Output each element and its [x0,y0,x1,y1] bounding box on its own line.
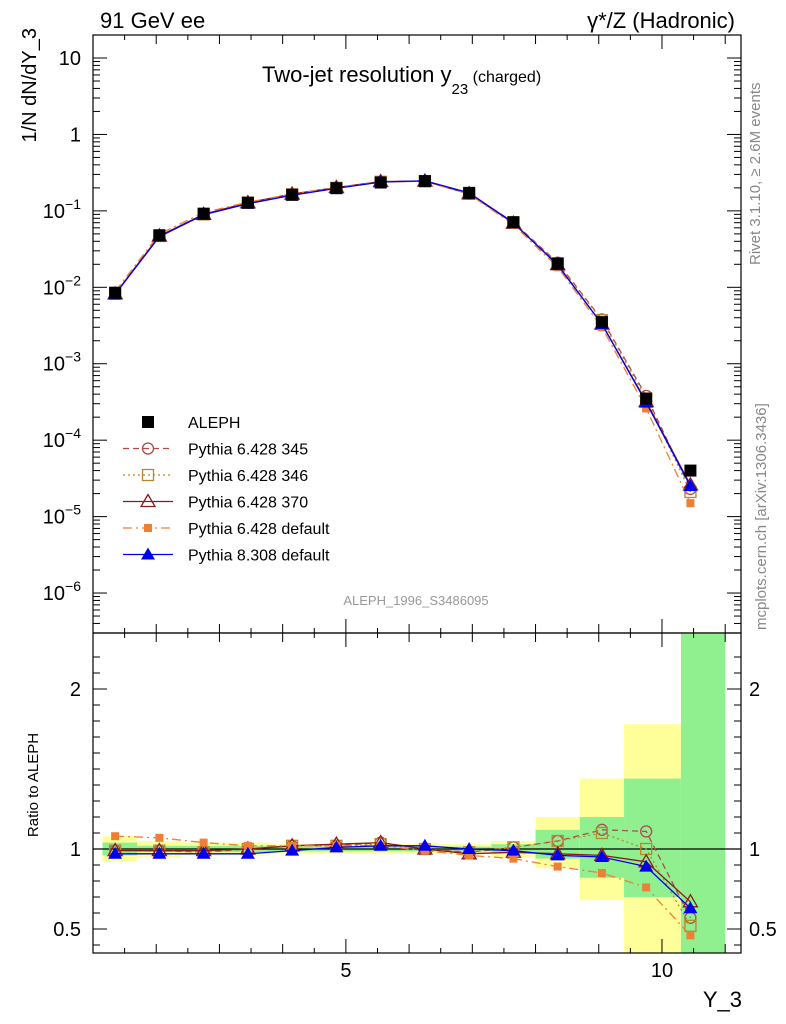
main-y-tick-label-1: 10−5 [43,502,81,529]
ratio-point-pdef-9 [509,854,518,863]
xlabel: Y_3 [703,987,742,1012]
main-point-aleph-5 [330,182,343,195]
main-point-aleph-11 [595,316,608,329]
ratio-point-p8-12 [639,859,654,872]
main-point-aleph-2 [197,207,210,220]
header-left-label: 91 GeV ee [100,8,205,33]
legend-label-pdef: Pythia 6.428 default [188,521,330,538]
ratio-point-p8-11 [594,850,609,862]
ratio-point-pdef-1 [155,833,164,842]
ratio-frame [92,632,742,954]
ratio-point-pdef-11 [597,869,606,877]
legend-marker-pdef [144,524,152,532]
ratio-point-p8-9 [506,843,521,856]
main-point-aleph-1 [153,229,166,242]
legend-label-p345: Pythia 6.428 345 [188,442,308,459]
main-y-tick-label-5: 10−1 [43,196,81,223]
header-right-label: γ*/Z (Hadronic) [587,8,735,33]
ratio-y-tick-label-right-2: 2 [749,679,760,701]
legend-marker-p370 [139,493,157,508]
chart-title-sub: 23 [452,81,469,98]
main-point-pdef-13 [686,499,695,508]
ratio-point-pdef-8 [465,851,474,860]
mcplots-label: mcplots.cern.ch [arXiv:1306.3436] [753,403,770,630]
ratio-line-pdef [115,835,691,936]
legend-marker-p346 [141,468,155,482]
main-ylabel: 1/N dN/dY_3 [19,28,41,143]
main-point-aleph-13 [684,464,697,477]
ratio-line-p346 [115,832,691,927]
main-point-aleph-0 [109,286,122,299]
main-point-aleph-9 [507,216,520,229]
legend-label-p370: Pythia 6.428 370 [188,495,308,512]
ratio-point-p8-13 [683,901,698,914]
ratio-point-p8-4 [285,843,300,856]
ratio-panel: 5 10 0.5 0.5 1 1 2 2 [53,632,777,982]
ratio-point-p8-2 [196,846,211,859]
ratio-point-p345-12 [640,825,653,838]
rivet-label: Rivet 3.1.10, ≥ 2.6M events [747,83,764,266]
legend-marker-p345 [141,442,155,455]
band-green-12 [624,778,681,897]
ratio-point-p8-0 [108,846,123,859]
ratio-line-p8 [115,845,691,909]
main-panel: 10−6 10−5 10−4 10−3 10−2 10−1 1 10 [43,34,742,634]
main-point-aleph-6 [374,176,387,189]
main-line-p346 [114,180,692,493]
main-y-tick-label-3: 10−3 [43,349,81,376]
main-point-aleph-10 [551,257,564,270]
main-y-tick-label-4: 10−2 [43,272,81,299]
main-point-aleph-3 [241,196,254,209]
ratio-point-pdef-13 [686,931,695,940]
main-point-aleph-8 [463,186,476,199]
ratio-y-tick-label-right-1: 1 [749,839,760,861]
main-point-pdef-12 [642,404,651,413]
main-line-p370 [114,180,691,486]
main-y-tick-label-6: 1 [70,124,81,146]
chart-title-suffix: (charged) [468,69,541,86]
chart-title: Two-jet resolution y23 (charged) [262,62,541,98]
ratio-y-tick-label-2: 2 [70,679,81,701]
main-y-tick-label-0: 10−6 [43,578,81,605]
legend-marker-aleph [142,416,154,428]
ratio-point-pdef-12 [642,883,651,892]
main-y-tick-label-2: 10−4 [43,425,81,452]
ratio-y-tick-label-0: 0.5 [53,919,81,941]
ratio-point-p8-3 [240,846,255,859]
main-line-p8 [114,180,691,487]
main-y-tick-label-7: 10 [59,48,81,70]
ratio-point-pdef-2 [199,838,208,847]
legend-label-p8: Pythia 8.308 default [188,548,330,565]
ratio-y-tick-label-right-0: 0.5 [749,919,777,941]
ratio-point-p346-13 [684,919,697,932]
ratio-point-pdef-3 [243,841,252,850]
ratio-y-tick-label-1: 1 [70,839,81,861]
ratio-x-tick-label-0: 5 [340,960,351,982]
chart-title-main: Two-jet resolution y [262,62,452,87]
ratio-point-p8-5 [329,840,344,853]
main-point-aleph-7 [418,175,431,188]
legend-marker-p8 [141,547,155,560]
ratio-point-pdef-0 [111,832,120,841]
legend-label-p346: Pythia 6.428 346 [188,468,308,485]
main-point-p8-13 [683,479,698,492]
legend: ALEPH Pythia 6.428 345 Pythia 6.428 346 Pyt… [123,415,330,565]
ratio-x-tick-label-1: 10 [651,960,673,982]
ratio-point-p8-7 [417,838,432,851]
main-point-aleph-4 [286,188,299,201]
ratio-point-p8-6 [373,838,388,851]
ratio-point-p8-8 [462,842,477,854]
legend-label-aleph: ALEPH [188,415,240,432]
main-frame [92,34,742,634]
main-point-aleph-12 [640,392,653,405]
ratio-point-p8-1 [152,846,167,859]
analysis-label: ALEPH_1996_S3486095 [343,593,488,608]
ratio-point-pdef-10 [553,862,562,871]
ratio-point-p346-11 [595,826,609,840]
ratio-point-p8-10 [550,848,565,861]
ratio-ylabel: Ratio to ALEPH [25,733,42,837]
